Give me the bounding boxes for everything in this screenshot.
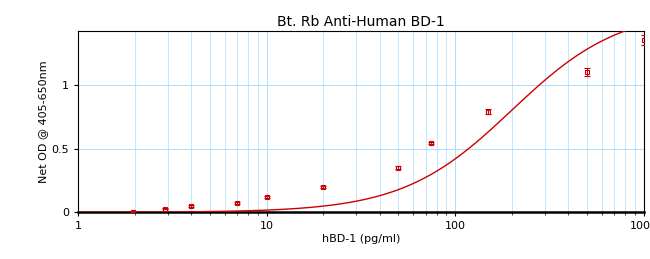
Y-axis label: Net OD @ 405-650nm: Net OD @ 405-650nm [38, 60, 49, 183]
X-axis label: hBD-1 (pg/ml): hBD-1 (pg/ml) [322, 234, 400, 244]
Title: Bt. Rb Anti-Human BD-1: Bt. Rb Anti-Human BD-1 [277, 15, 445, 28]
